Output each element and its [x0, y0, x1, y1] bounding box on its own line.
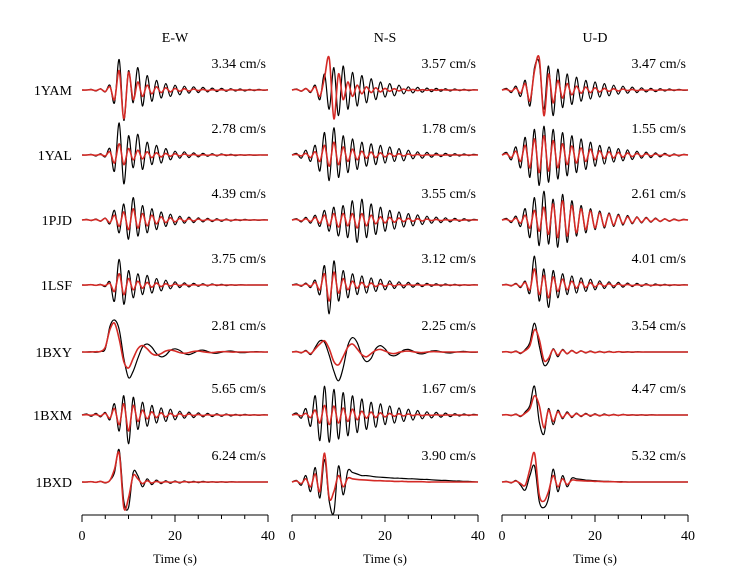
simulated-trace-1yal-u-d: [501, 134, 689, 174]
simulated-trace-1lsf-e-w: [81, 272, 268, 296]
peak-velocity-label: 4.01 cm/s: [632, 252, 686, 267]
peak-velocity-label: 3.12 cm/s: [422, 252, 476, 267]
peak-velocity-label: 5.32 cm/s: [632, 449, 686, 464]
peak-velocity-label: 2.81 cm/s: [212, 319, 266, 334]
simulated-trace-1bxm-e-w: [81, 402, 268, 432]
axes-layer: [81, 514, 689, 522]
text-layer: E-W N-S U-D 1YAM 1YAL 1PJD 1LSF 1BXY 1BXM 1BXD 3.3…: [33, 31, 695, 566]
peak-velocity-label: 1.55 cm/s: [632, 122, 686, 137]
observed-trace-1pjd-n-s: [291, 198, 479, 244]
simulated-trace-1lsf-u-d: [501, 268, 688, 299]
peak-velocity-label: 1.67 cm/s: [422, 382, 476, 397]
peak-velocity-label: 2.61 cm/s: [632, 187, 686, 202]
simulated-trace-1bxd-u-d: [501, 451, 688, 503]
column-header-n-s: N-S: [374, 31, 397, 46]
observed-trace-1bxm-e-w: [81, 395, 269, 445]
simulated-trace-1bxm-u-d: [501, 395, 688, 429]
simulated-trace-1yam-e-w: [81, 69, 268, 120]
column-header-e-w: E-W: [162, 31, 189, 46]
observed-trace-1lsf-n-s: [291, 260, 479, 315]
x-axis-title: Time (s): [153, 551, 197, 566]
simulated-trace-1lsf-n-s: [291, 271, 478, 302]
peak-velocity-label: 6.24 cm/s: [212, 449, 266, 464]
x-axis-title: Time (s): [363, 551, 407, 566]
simulated-trace-1bxy-e-w: [81, 322, 268, 369]
peak-velocity-label: 4.47 cm/s: [632, 382, 686, 397]
peak-velocity-label: 3.54 cm/s: [632, 319, 686, 334]
x-axis-title: Time (s): [573, 551, 617, 566]
observed-trace-1pjd-e-w: [81, 196, 269, 240]
simulated-trace-1bxm-n-s: [291, 404, 478, 426]
peak-velocity-label: 1.78 cm/s: [422, 122, 476, 137]
x-tick-label: 20: [168, 529, 182, 544]
simulated-trace-1yam-n-s: [291, 55, 478, 120]
peak-velocity-label: 2.25 cm/s: [422, 319, 476, 334]
observed-trace-1bxm-n-s: [291, 385, 479, 443]
x-tick-label: 40: [471, 529, 485, 544]
x-tick-label: 0: [289, 529, 296, 544]
simulated-trace-1pjd-u-d: [501, 199, 689, 239]
peak-velocity-label: 3.57 cm/s: [422, 57, 476, 72]
simulated-trace-1bxd-e-w: [81, 451, 268, 511]
simulated-trace-1yam-u-d: [501, 55, 688, 117]
peak-velocity-label: 3.75 cm/s: [212, 252, 266, 267]
x-tick-label: 20: [378, 529, 392, 544]
peak-velocity-label: 2.78 cm/s: [212, 122, 266, 137]
column-header-u-d: U-D: [583, 31, 608, 46]
x-tick-label: 40: [261, 529, 275, 544]
simulated-trace-1pjd-n-s: [291, 212, 478, 229]
x-tick-label: 40: [681, 529, 695, 544]
x-tick-label: 0: [79, 529, 86, 544]
simulated-trace-1yal-n-s: [291, 141, 478, 168]
station-label-1bxm: 1BXM: [33, 409, 72, 424]
simulated-trace-1yal-e-w: [81, 142, 268, 166]
station-label-1yal: 1YAL: [38, 149, 72, 164]
simulated-trace-1bxy-n-s: [291, 339, 478, 366]
station-label-1pjd: 1PJD: [42, 214, 72, 229]
peak-velocity-label: 3.90 cm/s: [422, 449, 476, 464]
peak-velocity-label: 3.34 cm/s: [212, 57, 266, 72]
traces-layer: [81, 55, 689, 515]
x-tick-label: 20: [588, 529, 602, 544]
simulated-trace-1bxy-u-d: [501, 328, 688, 363]
station-label-1bxy: 1BXY: [35, 346, 72, 361]
station-label-1lsf: 1LSF: [41, 279, 72, 294]
simulated-trace-1pjd-e-w: [81, 207, 268, 231]
peak-velocity-label: 3.55 cm/s: [422, 187, 476, 202]
x-tick-label: 0: [499, 529, 506, 544]
peak-velocity-label: 4.39 cm/s: [212, 187, 266, 202]
station-label-1bxd: 1BXD: [35, 476, 72, 491]
observed-trace-1yam-n-s: [291, 65, 479, 117]
peak-velocity-label: 5.65 cm/s: [212, 382, 266, 397]
simulated-trace-1bxd-n-s: [291, 452, 478, 502]
peak-velocity-label: 3.47 cm/s: [632, 57, 686, 72]
station-label-1yam: 1YAM: [34, 84, 73, 99]
observed-trace-1yal-n-s: [291, 127, 479, 182]
